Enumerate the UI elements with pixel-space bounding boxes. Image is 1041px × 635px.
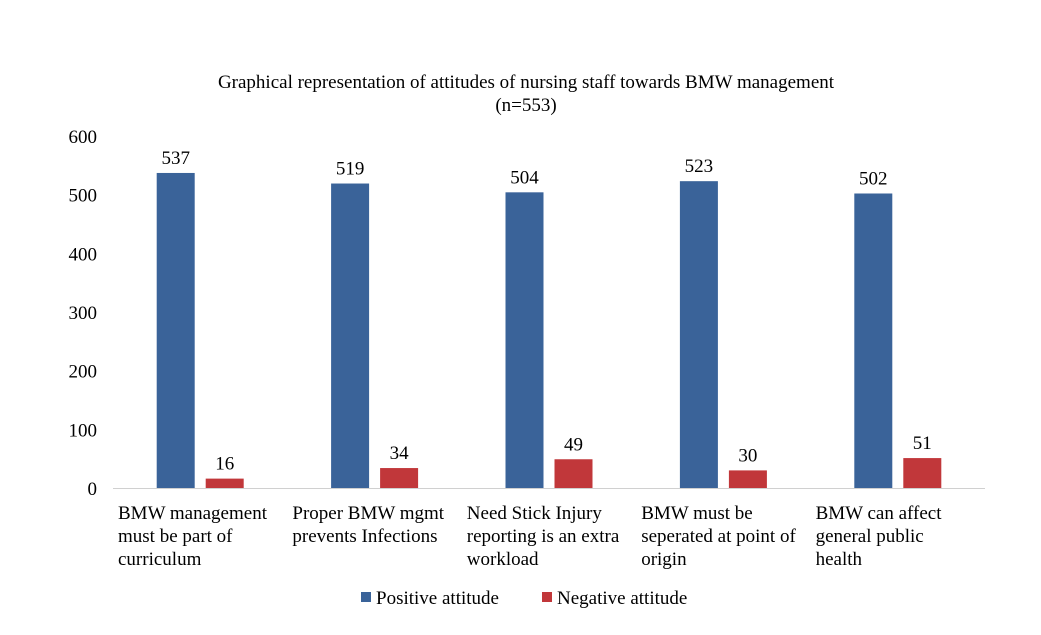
x-axis: BMW management must be part of curriculum P… — [118, 503, 942, 570]
bar-negative — [554, 459, 593, 488]
data-label: 34 — [390, 443, 410, 464]
x-tick-label: BMW can affect general public health — [816, 503, 943, 570]
y-axis: 0 100 200 300 400 500 600 — [69, 127, 98, 500]
plot-area: 537 519 504 523 502 16 34 49 30 51 — [156, 148, 942, 488]
bar-negative — [380, 468, 419, 488]
legend-swatch — [542, 592, 552, 602]
chart-subtitle: (n=553) — [495, 95, 556, 116]
data-label: 523 — [685, 156, 714, 177]
data-label: 502 — [859, 168, 888, 189]
data-label: 16 — [215, 454, 234, 475]
data-label: 51 — [913, 433, 932, 454]
x-tick-label: BMW management must be part of curriculum — [118, 503, 268, 570]
data-label: 49 — [564, 434, 583, 455]
y-tick-label: 200 — [69, 362, 98, 383]
x-tick-label: Proper BMW mgmt prevents Infections — [292, 503, 444, 547]
data-label: 30 — [738, 445, 757, 466]
y-tick-label: 400 — [69, 244, 98, 265]
data-label: 537 — [161, 148, 190, 169]
bar-negative — [903, 458, 942, 488]
y-tick-label: 500 — [69, 186, 98, 207]
bar-positive — [156, 172, 195, 488]
legend: Positive attitude Negative attitude — [361, 588, 687, 609]
bar-negative — [205, 478, 244, 488]
data-label: 504 — [510, 167, 539, 188]
data-label: 519 — [336, 159, 365, 180]
y-tick-label: 300 — [69, 303, 98, 324]
y-tick-label: 100 — [69, 420, 98, 441]
y-tick-label: 600 — [69, 127, 98, 148]
chart-title: Graphical representation of attitudes of… — [218, 72, 835, 93]
x-tick-label: Need Stick Injury reporting is an extra wo… — [467, 503, 620, 570]
y-tick-label: 0 — [88, 479, 98, 500]
bar-positive — [679, 181, 718, 488]
legend-entry: Negative attitude — [557, 588, 687, 609]
legend-entry: Positive attitude — [376, 588, 499, 609]
legend-swatch — [361, 592, 371, 602]
x-tick-label: BMW must be seperated at point of origin — [641, 503, 796, 570]
bar-positive — [854, 193, 893, 488]
bar-positive — [331, 183, 370, 488]
bar-positive — [505, 192, 544, 488]
bar-negative — [728, 470, 767, 488]
